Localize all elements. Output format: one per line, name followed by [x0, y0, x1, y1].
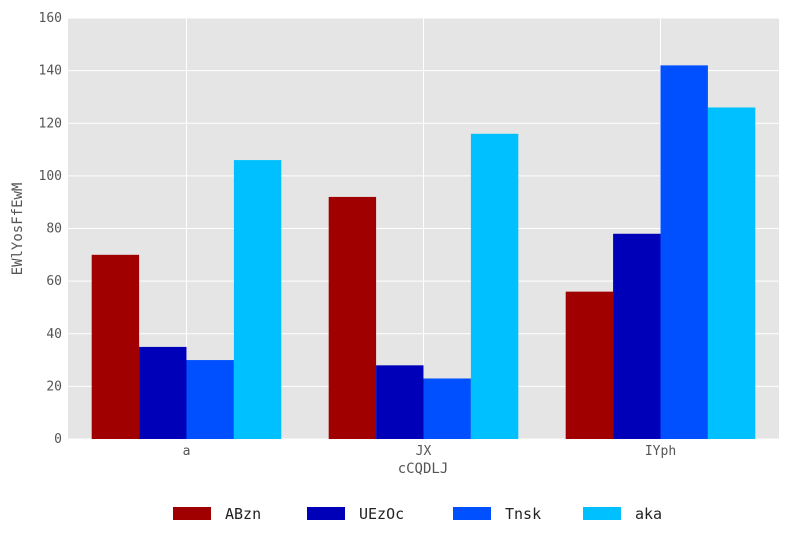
bars [91, 65, 756, 440]
y-tick-label: 0 [54, 432, 62, 447]
y-axis-ticks: 0 20 40 60 80 100 120 140 160 [39, 11, 62, 447]
x-tick-label: JX [416, 444, 432, 459]
bar-ABzn-a [91, 254, 140, 439]
y-tick-label: 40 [46, 327, 62, 342]
legend-swatch-aka [583, 507, 621, 520]
y-tick-label: 60 [46, 274, 62, 289]
bar-UEzOc-a [139, 346, 187, 439]
legend-label: UEzOc [359, 505, 404, 523]
y-tick-label: 20 [46, 379, 62, 394]
y-axis-label: EWlYosFfEwM [10, 183, 26, 276]
bar-Tnsk-IYph [660, 65, 708, 440]
y-tick-label: 80 [46, 222, 62, 237]
bar-ABzn-IYph [565, 291, 614, 439]
x-tick-label: a [183, 444, 191, 459]
bar-Tnsk-JX [423, 378, 471, 439]
y-tick-label: 160 [39, 11, 62, 26]
bar-aka-IYph [707, 107, 756, 440]
bar-aka-a [233, 160, 282, 439]
bar-aka-JX [470, 133, 519, 439]
legend-label: aka [635, 505, 662, 523]
legend-swatch-Tnsk [453, 507, 491, 520]
bar-UEzOc-JX [376, 365, 424, 439]
x-tick-label: IYph [645, 444, 676, 459]
y-tick-label: 100 [39, 169, 62, 184]
bar-Tnsk-a [186, 360, 234, 439]
x-axis-ticks: a JX IYph [183, 444, 677, 459]
legend: ABzn UEzOc Tnsk aka [173, 505, 662, 523]
y-tick-label: 120 [39, 116, 62, 131]
legend-label: Tnsk [505, 505, 541, 523]
bar-UEzOc-IYph [613, 233, 661, 439]
x-axis-label: cCQDLJ [398, 461, 449, 477]
legend-label: ABzn [225, 505, 261, 523]
y-tick-label: 140 [39, 64, 62, 79]
legend-swatch-UEzOc [307, 507, 345, 520]
legend-swatch-ABzn [173, 507, 211, 520]
bar-ABzn-JX [328, 196, 377, 439]
